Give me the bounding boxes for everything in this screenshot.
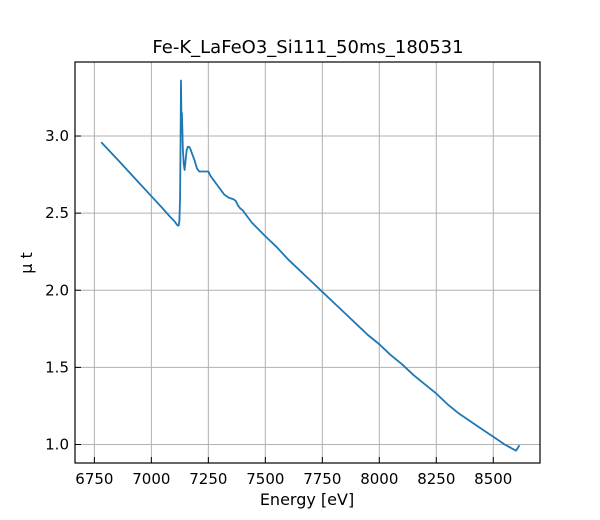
x-tick-label: 7250 bbox=[189, 470, 227, 488]
y-tick-label: 2.5 bbox=[45, 204, 69, 222]
y-tick-label: 1.0 bbox=[45, 435, 69, 453]
x-axis-label: Energy [eV] bbox=[260, 490, 354, 509]
grid-lines bbox=[75, 62, 540, 463]
x-tick-label: 7750 bbox=[303, 470, 341, 488]
x-tick-label: 8000 bbox=[360, 470, 398, 488]
x-tick-label: 8250 bbox=[417, 470, 455, 488]
x-tick-label: 8500 bbox=[474, 470, 512, 488]
axis-ticks: 6750 7000 7250 7500 7750 8000 8250 8500 1.0 1.5 2.… bbox=[45, 127, 512, 488]
y-tick-label: 2.0 bbox=[45, 281, 69, 299]
x-tick-label: 7500 bbox=[246, 470, 284, 488]
plot-frame bbox=[74, 61, 541, 464]
chart-title: Fe-K_LaFeO3_Si111_50ms_180531 bbox=[152, 37, 463, 58]
y-axis-label: μ t bbox=[17, 252, 36, 274]
y-tick-label: 1.5 bbox=[45, 358, 69, 376]
series-layer bbox=[100, 79, 521, 452]
y-tick-label: 3.0 bbox=[45, 127, 69, 145]
series-line bbox=[100, 79, 521, 452]
x-tick-label: 6750 bbox=[75, 470, 113, 488]
x-tick-label: 7000 bbox=[132, 470, 170, 488]
